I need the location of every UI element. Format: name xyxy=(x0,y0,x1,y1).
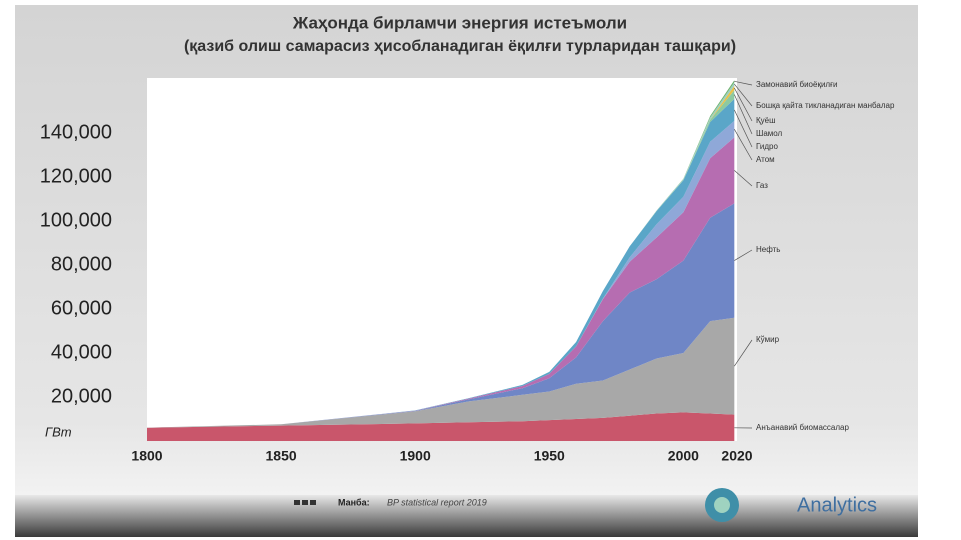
y-tick-label: 40,000 xyxy=(51,341,112,363)
logo-icon xyxy=(714,497,730,513)
x-tick-label: 1950 xyxy=(534,448,565,464)
y-tick-label: 20,000 xyxy=(51,385,112,407)
legend-label: Бошқа қайта тикланадиган манбалар xyxy=(756,101,895,110)
legend-label: Шамол xyxy=(756,129,783,138)
y-tick-label: 80,000 xyxy=(51,253,112,275)
legend-leader xyxy=(734,83,753,107)
legend-label: Анъанавий биомассалар xyxy=(756,423,849,432)
legend-leader xyxy=(734,339,753,367)
area xyxy=(147,317,735,428)
legend-leader xyxy=(734,109,753,148)
legend-label: Гидро xyxy=(756,142,778,151)
legend-leader xyxy=(734,249,753,261)
chart-subtitle: (қазиб олиш самарасиз ҳисобланадиган ёқи… xyxy=(184,38,736,55)
legend-leader xyxy=(733,94,753,135)
legend-label: Қуёш xyxy=(756,116,776,125)
legend-leader xyxy=(734,80,753,86)
area xyxy=(147,203,735,428)
x-tick-label: 2000 xyxy=(668,448,699,464)
y-tick-label: 140,000 xyxy=(40,121,112,143)
legend-leader xyxy=(734,87,753,122)
area xyxy=(147,137,735,428)
legend-label: Замонавий биоёқилғи xyxy=(756,80,837,89)
logo-text: Analytics xyxy=(797,494,877,516)
x-tick-label: 1850 xyxy=(266,448,297,464)
legend-leader xyxy=(734,128,753,161)
source-icon xyxy=(294,500,300,505)
x-tick-label: 1800 xyxy=(131,448,162,464)
legend-leader xyxy=(734,170,753,187)
source-icon xyxy=(310,500,316,505)
y-tick-label: 60,000 xyxy=(51,297,112,319)
area xyxy=(147,412,735,441)
y-axis-label: ГВт xyxy=(45,424,72,439)
legend-label: Нефть xyxy=(756,245,780,254)
x-tick-label: 2020 xyxy=(721,448,752,464)
y-tick-label: 100,000 xyxy=(40,209,112,231)
x-tick-label: 1900 xyxy=(400,448,431,464)
legend-label: Кўмир xyxy=(756,335,780,344)
y-tick-label: 120,000 xyxy=(40,165,112,187)
source-label: Манба: xyxy=(338,497,370,507)
source: BP statistical report 2019 xyxy=(387,497,487,507)
legend-label: Газ xyxy=(756,181,768,190)
legend-label: Атом xyxy=(756,155,775,164)
chart-title: Жаҳонда бирламчи энергия истеъмоли xyxy=(292,13,627,32)
footer-band xyxy=(15,495,918,537)
source-icon xyxy=(302,500,308,505)
